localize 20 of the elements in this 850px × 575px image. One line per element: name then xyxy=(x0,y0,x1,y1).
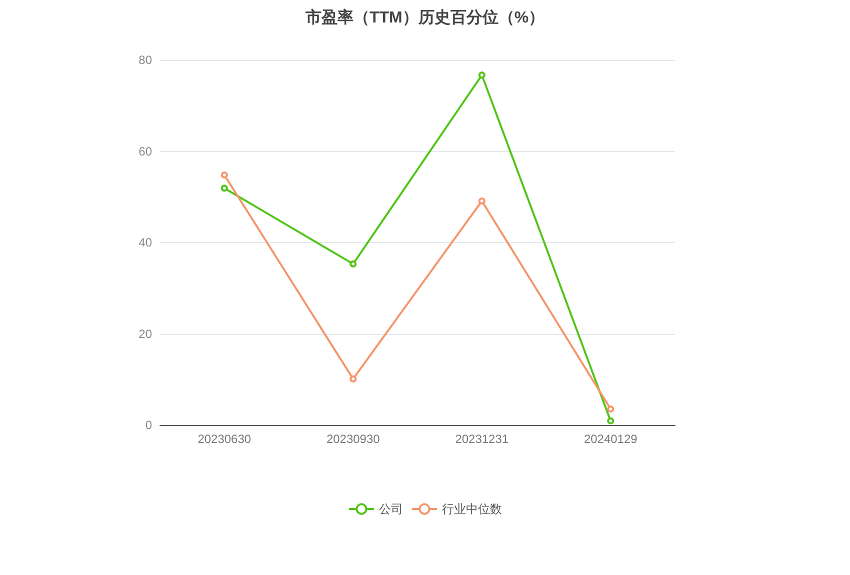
legend-label: 公司 xyxy=(379,502,403,516)
point xyxy=(478,72,486,79)
x-tick-label: 20230630 xyxy=(198,432,252,446)
y-tick-label: 40 xyxy=(138,236,152,250)
y-tick-label: 60 xyxy=(138,144,152,158)
point xyxy=(220,171,228,178)
x-tick-label: 20240129 xyxy=(584,432,638,446)
y-tick-label: 20 xyxy=(138,326,152,341)
point xyxy=(350,375,357,382)
chart-title: 市盈率（TTM）历史百分位（%） xyxy=(304,8,545,26)
point xyxy=(350,260,357,268)
y-tick-label: 80 xyxy=(138,53,152,67)
legend-label: 行业中位数 xyxy=(442,502,502,516)
point xyxy=(607,406,614,413)
y-tick-label: 0 xyxy=(145,418,152,432)
x-tick-label: 20231231 xyxy=(455,432,509,446)
point xyxy=(607,417,614,424)
point xyxy=(220,184,228,192)
point xyxy=(478,197,486,204)
x-tick-label: 20230930 xyxy=(326,432,380,446)
